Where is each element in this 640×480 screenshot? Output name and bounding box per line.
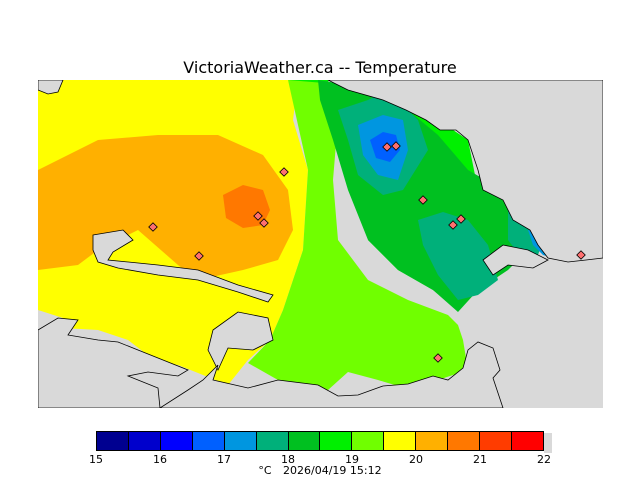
station-marker[interactable]: [576, 250, 586, 260]
sea-northeast: [327, 80, 603, 263]
temperature-colorbar: [96, 431, 544, 451]
inlet-east-harbour: [482, 244, 549, 276]
inlet-lagoon: [207, 311, 274, 371]
colorbar-swatch: [384, 432, 417, 450]
sea-south-main: [159, 341, 504, 408]
colorbar-swatch: [352, 432, 385, 450]
station-marker[interactable]: [391, 141, 401, 151]
page-title: VictoriaWeather.ca -- Temperature: [183, 58, 457, 77]
station-marker[interactable]: [456, 214, 466, 224]
coastline: [38, 80, 603, 408]
colorbar-swatch: [192, 432, 225, 450]
colorbar-tick-label: 22: [537, 453, 551, 466]
sea-south: [38, 317, 189, 408]
unit-label: °C: [258, 464, 272, 477]
colorbar-shadow: [544, 433, 552, 453]
colorbar-swatch: [416, 432, 449, 450]
inlet-north: [38, 80, 64, 95]
colorbar-swatch: [97, 432, 129, 450]
station-marker[interactable]: [448, 220, 458, 230]
footer: °C 2026/04/19 15:12: [0, 464, 640, 477]
colorbar-tick-label: 17: [217, 453, 231, 466]
station-marker[interactable]: [194, 251, 204, 261]
colorbar-ticks: 15 16 17 18 19 20 21 22: [89, 453, 551, 467]
station-markers: [148, 141, 586, 363]
colorbar-swatch: [160, 432, 193, 450]
inlet-saanich-arm: [92, 229, 274, 303]
colorbar-swatch: [511, 432, 543, 450]
colorbar-swatch: [128, 432, 161, 450]
colorbar-swatch: [480, 432, 512, 450]
timestamp: 2026/04/19 15:12: [283, 464, 382, 477]
colorbar-swatch: [288, 432, 321, 450]
colorbar-tick-label: 19: [345, 453, 359, 466]
colorbar-swatch: [320, 432, 353, 450]
station-marker[interactable]: [433, 353, 443, 363]
station-marker[interactable]: [259, 218, 269, 228]
colorbar-swatch: [256, 432, 289, 450]
colorbar-tick-label: 20: [409, 453, 423, 466]
station-marker[interactable]: [253, 211, 263, 221]
colorbar-tick-label: 21: [473, 453, 487, 466]
colorbar-tick-label: 15: [89, 453, 103, 466]
colorbar-swatch: [224, 432, 257, 450]
colorbar-tick-label: 16: [153, 453, 167, 466]
colorbar-swatch: [448, 432, 481, 450]
colorbar-tick-label: 18: [281, 453, 295, 466]
station-marker[interactable]: [279, 167, 289, 177]
band-lightgreen: [248, 80, 468, 398]
station-marker[interactable]: [148, 222, 158, 232]
station-marker[interactable]: [418, 195, 428, 205]
station-marker[interactable]: [382, 142, 392, 152]
band-teal-east: [418, 212, 498, 300]
temperature-map: [38, 80, 603, 408]
